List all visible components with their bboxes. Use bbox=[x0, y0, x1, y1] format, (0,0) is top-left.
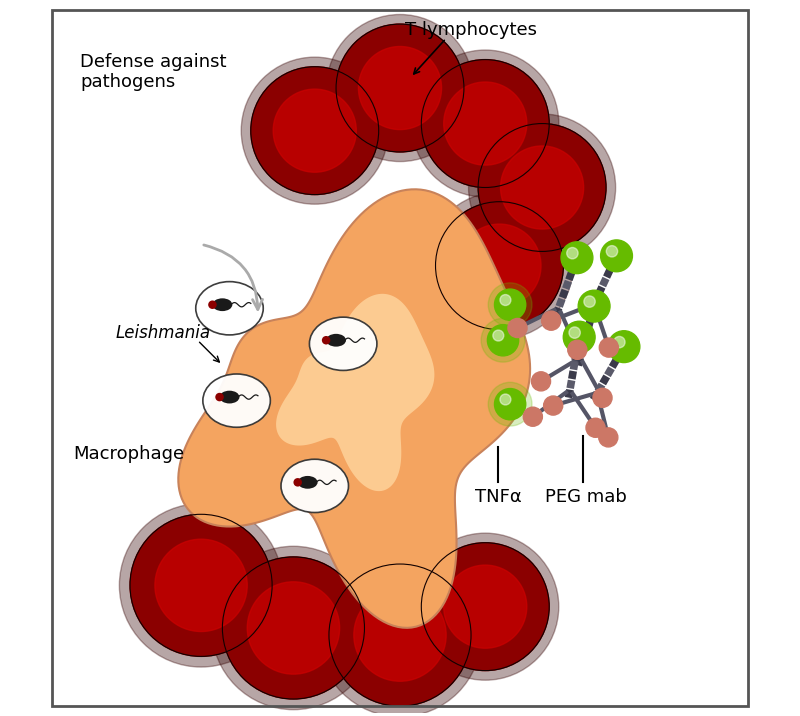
Circle shape bbox=[500, 294, 511, 306]
Circle shape bbox=[481, 319, 525, 362]
Circle shape bbox=[251, 67, 378, 195]
Circle shape bbox=[494, 389, 526, 420]
Ellipse shape bbox=[219, 391, 239, 404]
Ellipse shape bbox=[310, 317, 377, 370]
Circle shape bbox=[500, 394, 511, 405]
Circle shape bbox=[422, 59, 549, 188]
Circle shape bbox=[326, 14, 474, 162]
Circle shape bbox=[493, 330, 504, 341]
Circle shape bbox=[563, 321, 595, 353]
Circle shape bbox=[569, 327, 580, 338]
Circle shape bbox=[318, 553, 482, 716]
Circle shape bbox=[578, 290, 610, 322]
Circle shape bbox=[614, 337, 625, 348]
Circle shape bbox=[593, 388, 612, 407]
Ellipse shape bbox=[326, 334, 346, 347]
Circle shape bbox=[294, 478, 302, 487]
Polygon shape bbox=[276, 294, 434, 491]
Circle shape bbox=[542, 311, 561, 330]
Circle shape bbox=[531, 372, 550, 391]
FancyArrowPatch shape bbox=[204, 245, 262, 309]
Circle shape bbox=[566, 248, 578, 259]
Text: T lymphocytes: T lymphocytes bbox=[405, 21, 537, 39]
Circle shape bbox=[130, 514, 272, 657]
Circle shape bbox=[568, 340, 587, 359]
Circle shape bbox=[608, 331, 640, 362]
Circle shape bbox=[422, 543, 549, 671]
Circle shape bbox=[273, 89, 356, 173]
Circle shape bbox=[586, 418, 605, 437]
Ellipse shape bbox=[196, 281, 263, 335]
Circle shape bbox=[501, 146, 584, 229]
Circle shape bbox=[426, 192, 573, 339]
Circle shape bbox=[444, 82, 527, 165]
Ellipse shape bbox=[298, 476, 318, 489]
Circle shape bbox=[336, 24, 464, 152]
Circle shape bbox=[561, 242, 593, 274]
Text: PEG mab: PEG mab bbox=[545, 488, 627, 505]
Circle shape bbox=[358, 47, 442, 130]
Polygon shape bbox=[178, 189, 530, 628]
Circle shape bbox=[469, 114, 616, 261]
Circle shape bbox=[523, 407, 542, 426]
Ellipse shape bbox=[213, 299, 232, 311]
Text: TNFα: TNFα bbox=[474, 488, 522, 505]
Circle shape bbox=[599, 338, 618, 357]
Circle shape bbox=[412, 50, 558, 197]
Circle shape bbox=[458, 224, 541, 307]
Circle shape bbox=[212, 546, 375, 710]
Circle shape bbox=[488, 382, 532, 426]
Text: Macrophage: Macrophage bbox=[73, 445, 184, 463]
Circle shape bbox=[444, 565, 527, 648]
Text: Leishmania: Leishmania bbox=[116, 324, 211, 342]
Circle shape bbox=[222, 557, 365, 699]
Ellipse shape bbox=[281, 459, 349, 513]
Circle shape bbox=[601, 240, 633, 272]
Circle shape bbox=[247, 582, 340, 674]
Circle shape bbox=[544, 396, 562, 415]
Circle shape bbox=[119, 503, 282, 667]
Circle shape bbox=[488, 283, 532, 326]
Circle shape bbox=[208, 301, 217, 309]
Circle shape bbox=[354, 589, 446, 681]
Circle shape bbox=[155, 539, 247, 632]
Circle shape bbox=[494, 289, 526, 320]
Circle shape bbox=[412, 533, 558, 680]
Circle shape bbox=[508, 319, 527, 337]
Circle shape bbox=[584, 296, 595, 307]
Circle shape bbox=[487, 324, 518, 356]
Circle shape bbox=[478, 124, 606, 251]
Circle shape bbox=[598, 428, 618, 447]
Circle shape bbox=[242, 57, 388, 204]
Circle shape bbox=[329, 564, 471, 706]
Circle shape bbox=[215, 393, 224, 402]
Ellipse shape bbox=[203, 374, 270, 427]
Circle shape bbox=[322, 336, 330, 344]
Circle shape bbox=[435, 202, 563, 329]
Text: Defense against
pathogens: Defense against pathogens bbox=[80, 52, 227, 92]
Circle shape bbox=[606, 246, 618, 257]
